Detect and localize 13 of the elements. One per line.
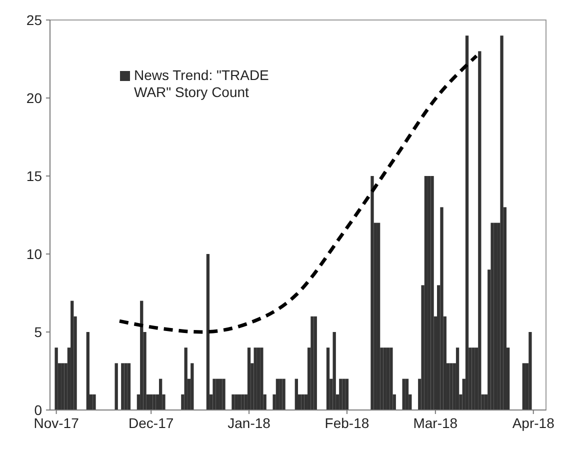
legend-label: News Trend: "TRADE WAR" Story Count [134, 67, 269, 100]
x-tick-label: Mar-18 [413, 415, 458, 431]
y-tick-label: 5 [34, 324, 42, 340]
y-tick-label: 10 [26, 246, 42, 262]
y-tick-label: 0 [34, 402, 42, 418]
x-tick-label: Dec-17 [128, 415, 174, 431]
x-tick-label: Apr-18 [512, 415, 555, 431]
y-tick-label: 25 [26, 12, 42, 28]
x-tick-label: Feb-18 [324, 415, 370, 431]
x-tick-label: Nov-17 [34, 415, 80, 431]
x-tick-label: Jan-18 [228, 415, 271, 431]
y-tick-label: 15 [26, 168, 42, 184]
y-tick-label: 20 [26, 90, 42, 106]
